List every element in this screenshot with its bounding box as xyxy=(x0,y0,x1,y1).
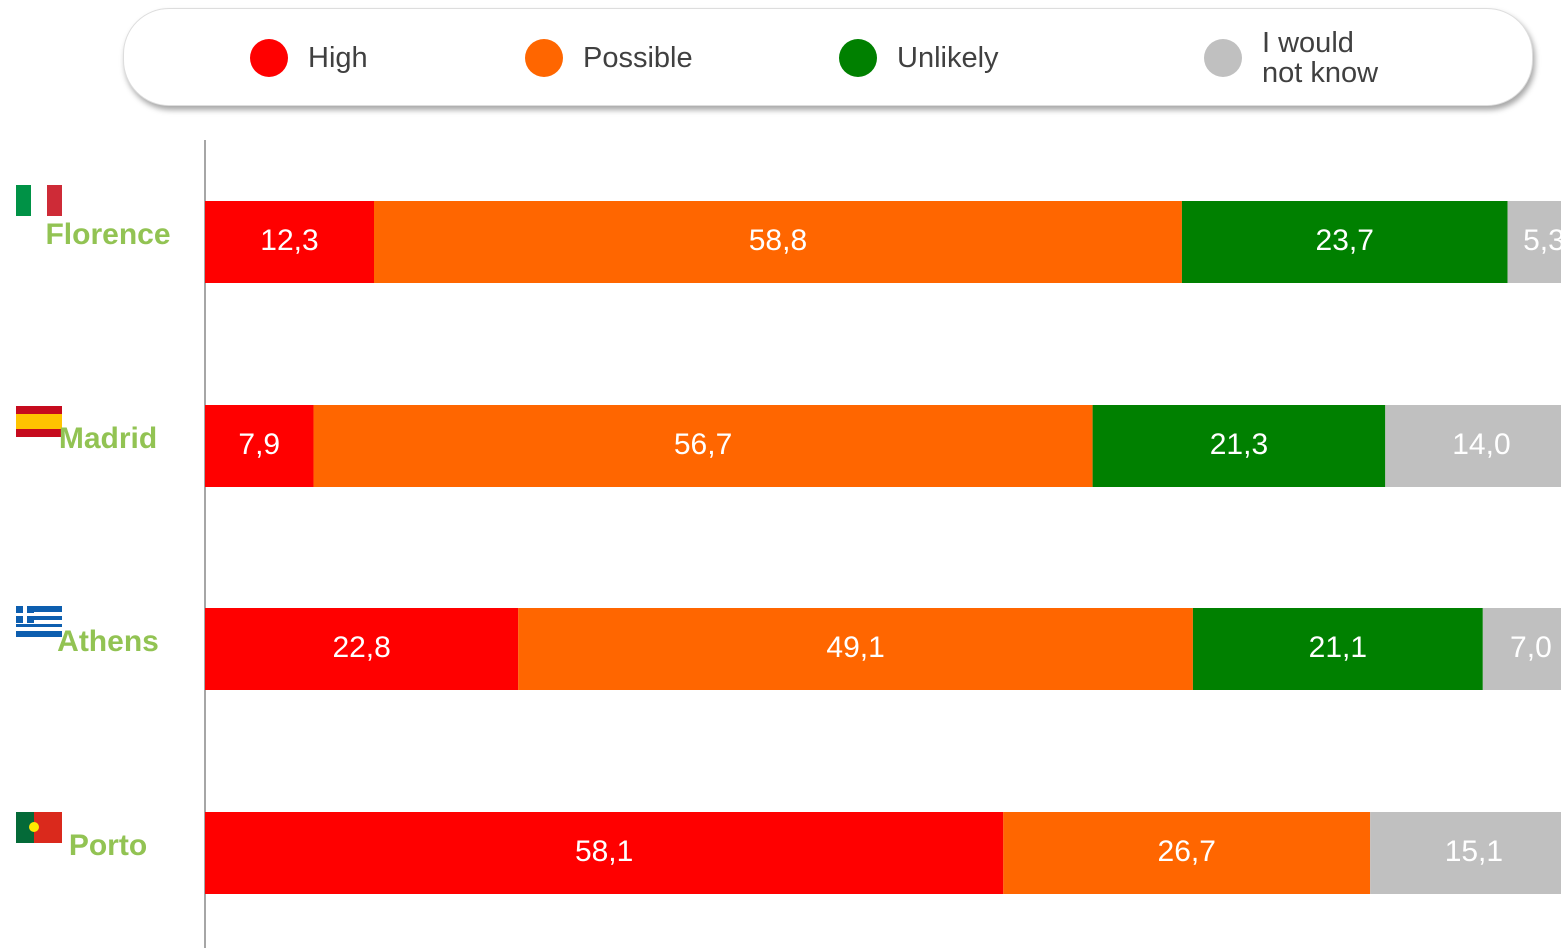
category-label: Madrid xyxy=(59,422,157,455)
data-label: 7,9 xyxy=(238,428,280,461)
data-label: 14,0 xyxy=(1452,428,1510,461)
legend-label: High xyxy=(308,42,368,74)
bar-segment xyxy=(1385,405,1561,487)
data-label: 21,3 xyxy=(1210,428,1268,461)
category-label: Athens xyxy=(57,625,159,658)
legend-item: Possible xyxy=(525,9,693,107)
bar-segment xyxy=(1507,201,1561,283)
bar-segment xyxy=(205,201,375,283)
bar-segment xyxy=(1192,608,1483,690)
data-label: 21,1 xyxy=(1309,631,1367,664)
data-label: 49,1 xyxy=(826,631,884,664)
flag-greece xyxy=(16,606,62,637)
category-label: Florence xyxy=(45,218,170,251)
data-label: 56,7 xyxy=(674,428,732,461)
legend-label: Unlikely xyxy=(897,42,999,74)
bar-segment xyxy=(1003,812,1371,894)
category-label: Porto xyxy=(69,829,147,862)
legend-swatch xyxy=(839,39,877,77)
bar-segment xyxy=(1482,608,1561,690)
legend-swatch xyxy=(525,39,563,77)
bar-segment xyxy=(205,812,1004,894)
data-label: 58,8 xyxy=(749,224,807,257)
bar-segment xyxy=(1181,201,1508,283)
bar-segment xyxy=(1370,812,1561,894)
data-label: 12,3 xyxy=(260,224,318,257)
legend-item: High xyxy=(250,9,368,107)
bar-segment xyxy=(205,405,314,487)
legend: High Possible Unlikely I would not know xyxy=(123,8,1533,106)
legend-item: I would not know xyxy=(1204,9,1402,107)
bar-segment xyxy=(374,201,1182,283)
data-label: 15,1 xyxy=(1445,835,1503,868)
data-label: 22,8 xyxy=(332,631,390,664)
data-label: 5,3 xyxy=(1523,224,1561,257)
legend-swatch xyxy=(250,39,288,77)
data-label: 26,7 xyxy=(1158,835,1216,868)
data-label: 23,7 xyxy=(1316,224,1374,257)
bar-segment xyxy=(313,405,1093,487)
flag-italy xyxy=(16,185,62,216)
flag-spain xyxy=(16,406,62,437)
bar-segment xyxy=(205,608,519,690)
flag-portugal xyxy=(16,812,62,843)
data-label: 58,1 xyxy=(575,835,633,868)
legend-label: I would not know xyxy=(1262,27,1379,89)
legend-label: Possible xyxy=(583,42,693,74)
bar-segment xyxy=(1092,405,1386,487)
data-label: 7,0 xyxy=(1510,631,1552,664)
bar-segment xyxy=(518,608,1193,690)
legend-swatch xyxy=(1204,39,1242,77)
legend-item: Unlikely xyxy=(839,9,999,107)
